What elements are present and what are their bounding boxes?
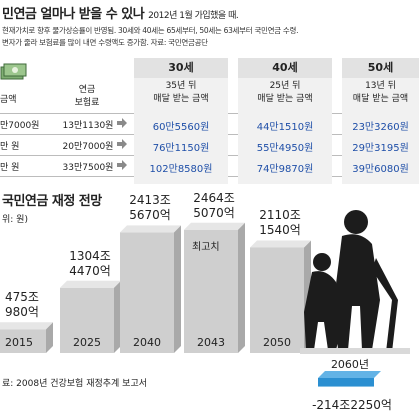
premium-header: 연금 보험료 [74, 85, 100, 108]
money-icon [0, 63, 27, 80]
pension-amount: 74만9870원 [256, 164, 314, 175]
bar-2015 [0, 329, 46, 353]
year-label: 2025 [73, 336, 101, 349]
chart-title: 국민연금 재정 전망 [2, 194, 102, 209]
bar-top [0, 322, 53, 330]
premium-value: 20만7000원 [62, 142, 114, 152]
income-header: 금액 [0, 95, 17, 105]
age-header: 50세 [342, 58, 419, 78]
premium-value: 13만1130원 [62, 121, 114, 131]
bar-top [184, 222, 245, 230]
age-column [238, 78, 332, 184]
top-title: 민연금 얼마나 받을 수 있나 2012년 1월 가입했을 때. [2, 7, 239, 22]
source-note: 료: 2008년 건강보험 재정추계 보고서 [2, 379, 148, 389]
year-label: 2060년 [330, 358, 370, 371]
age-caption: 13년 뒤 매달 받는 금액 [352, 81, 409, 104]
age-caption: 25년 뒤 매달 받는 금액 [257, 81, 313, 104]
ground-shadow [300, 348, 410, 354]
bar-top [250, 240, 311, 248]
bar-2050 [250, 247, 304, 353]
bar-2060년 [318, 378, 374, 387]
bar-value-label: 2110조 1540억 [259, 208, 301, 238]
pension-amount: 23만3260원 [352, 122, 409, 133]
pension-amount: 55만4950원 [256, 143, 314, 154]
age-caption: 35년 뒤 매달 받는 금액 [153, 81, 209, 104]
arrow-right-icon [117, 139, 127, 149]
pension-amount: 39만6080원 [352, 164, 409, 175]
age-column [134, 78, 228, 184]
bar-side [46, 322, 53, 353]
unit-label: 위: 원) [2, 215, 28, 225]
arrow-right-icon [117, 160, 127, 170]
bar-2040 [120, 232, 174, 353]
bar-2025 [60, 287, 114, 353]
note-line-1: 현재가치로 향후 물가상승률이 반영됨. 30세와 40세는 65세부터, 50… [2, 26, 299, 35]
arrow-right-icon [117, 118, 127, 128]
bar-value-label: -214조2250억 [312, 398, 392, 412]
pension-amount: 29만3195원 [352, 143, 409, 154]
year-label: 2015 [5, 336, 33, 349]
bar-side [238, 222, 245, 353]
age-header: 30세 [134, 58, 228, 78]
income-value: 만7000원 [0, 121, 40, 131]
bar-value-label: 2413조 5670억 [129, 193, 171, 223]
pension-amount: 102만8580원 [149, 164, 213, 175]
bar-value-label: 1304조 4470억 [69, 248, 111, 278]
age-column [342, 78, 419, 184]
peak-annotation: 최고치 [192, 241, 220, 253]
pension-amount: 60만5560원 [152, 122, 210, 133]
bar-top [120, 225, 181, 233]
premium-value: 33만7500원 [62, 163, 114, 173]
bar-side [114, 280, 121, 353]
year-label: 2040 [133, 336, 161, 349]
year-label: 2050 [263, 336, 291, 349]
bar-top [318, 371, 381, 378]
income-value: 만 원 [0, 163, 20, 173]
bar-top [60, 280, 121, 288]
age-header: 40세 [238, 58, 332, 78]
pension-amount: 44만1510원 [256, 122, 314, 133]
bar-2043 [184, 229, 238, 353]
bar-value-label: 475조 980억 [5, 290, 39, 320]
note-line-2: 변자가 줄라 보험료를 많이 내면 수령액도 증가함. 자료: 국민연금공단 [2, 38, 208, 47]
year-label: 2043 [197, 336, 225, 349]
income-value: 만 원 [0, 142, 20, 152]
pension-amount: 76만1150원 [152, 143, 210, 154]
elderly-couple-illustration [304, 210, 398, 352]
top-title-sub: 2012년 1월 가입했을 때. [148, 11, 239, 21]
bar-side [174, 225, 181, 353]
bar-value-label: 2464조 5070억 [193, 190, 235, 220]
